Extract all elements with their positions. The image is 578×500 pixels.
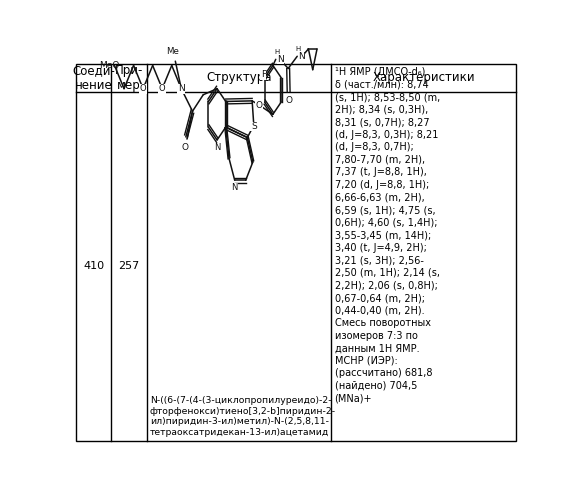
- Text: Структура: Структура: [206, 71, 272, 84]
- Text: F: F: [261, 70, 266, 79]
- Text: При-
мер: При- мер: [115, 64, 143, 92]
- Text: H: H: [296, 46, 301, 52]
- Text: O: O: [256, 100, 263, 110]
- Text: Характеристики: Характеристики: [373, 71, 475, 84]
- Text: Me: Me: [166, 48, 179, 56]
- Text: H: H: [275, 49, 280, 55]
- Text: O: O: [178, 84, 184, 93]
- Text: N: N: [214, 144, 220, 152]
- Text: 410: 410: [83, 262, 104, 272]
- Text: MeO: MeO: [99, 61, 120, 70]
- Text: S: S: [251, 122, 257, 131]
- Text: ¹H ЯМР (ДМСО-d₆)
δ (част./млн): 8,74
(s, 1H); 8,53-8,50 (m,
2H); 8,34 (s, 0,3H),: ¹H ЯМР (ДМСО-d₆) δ (част./млн): 8,74 (s,…: [335, 67, 440, 404]
- Text: O: O: [181, 144, 188, 152]
- Text: N: N: [298, 52, 305, 61]
- Text: O: O: [140, 84, 146, 93]
- Text: N-((6-(7-(4-(3-циклопропилуреидо)-2-
фторфенокси)тиено[3,2-b]пиридин-2-
ил)пирид: N-((6-(7-(4-(3-циклопропилуреидо)-2- фто…: [150, 396, 336, 436]
- Text: Соеди-
нение: Соеди- нение: [72, 64, 115, 92]
- Text: 257: 257: [118, 262, 139, 272]
- Text: N: N: [277, 55, 284, 64]
- Text: O: O: [159, 84, 165, 93]
- Text: N: N: [178, 84, 184, 93]
- Text: N: N: [232, 183, 238, 192]
- Text: O: O: [285, 96, 292, 105]
